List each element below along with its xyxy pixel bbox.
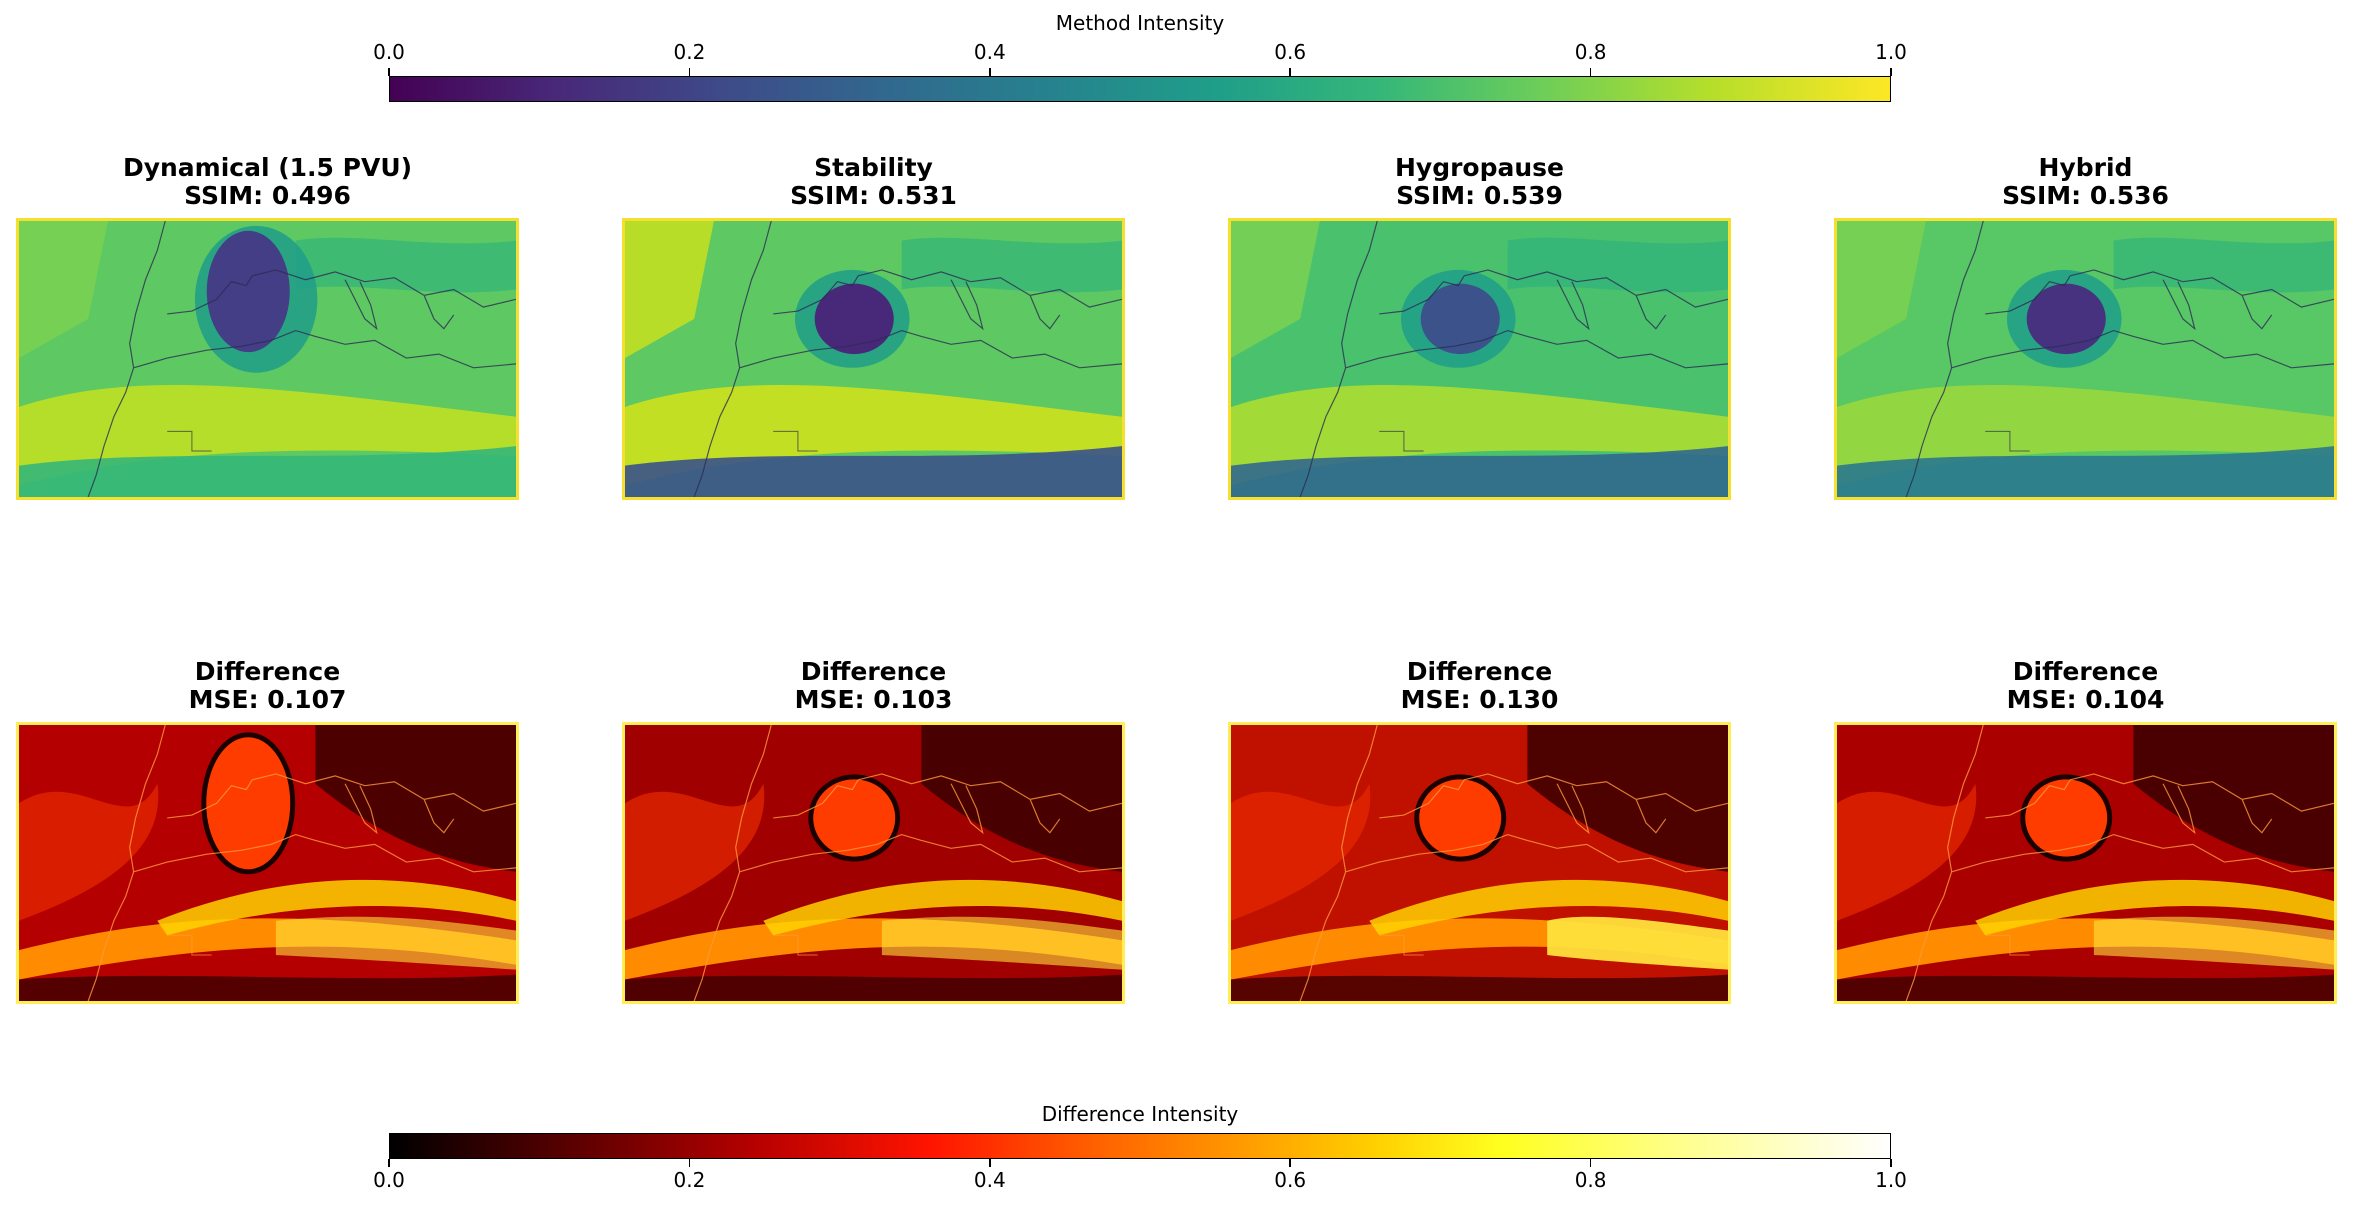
difference-colorbar-tick-mark [989, 1159, 991, 1167]
method-colorbar-tick-label: 1.0 [1875, 40, 1907, 64]
method-heatmap [622, 218, 1125, 500]
difference-colorbar-tick-label: 0.8 [1574, 1168, 1607, 1192]
border-line [167, 934, 212, 956]
method-heatmap [1834, 218, 2337, 500]
method-colorbar-tick-mark [989, 68, 991, 76]
difference-heatmap [16, 722, 519, 1004]
panel-title: Difference [1406, 657, 1553, 686]
coastline [1299, 725, 1728, 1001]
panel-metric: MSE: 0.130 [1400, 685, 1559, 714]
difference-colorbar-tick-mark [1589, 1159, 1592, 1167]
method-colorbar-tick-label: 0.4 [973, 40, 1006, 64]
panel-metric: SSIM: 0.539 [1396, 181, 1563, 210]
method-colorbar-tick-label: 0.0 [373, 40, 405, 64]
panel-title: Difference [2012, 657, 2159, 686]
difference-colorbar-tick-label: 1.0 [1875, 1168, 1907, 1192]
method-colorbar-tick-mark [688, 68, 691, 76]
coastline [1905, 221, 2334, 497]
coastline [1905, 725, 2334, 1001]
method-colorbar-tick-mark [1589, 68, 1592, 76]
difference-colorbar-tick-label: 0.4 [973, 1168, 1006, 1192]
difference-colorbar-tick-mark [1890, 1159, 1892, 1167]
coastline [87, 221, 516, 497]
method-colorbar-label: Method Intensity [1055, 11, 1225, 35]
panel-metric: MSE: 0.107 [188, 685, 347, 714]
method-colorbar-tick-mark [1890, 68, 1892, 76]
difference-colorbar-tick-mark [388, 1159, 390, 1167]
panel-metric: SSIM: 0.536 [2002, 181, 2169, 210]
difference-heatmap [1228, 722, 1731, 1004]
border-line [1379, 934, 1424, 956]
difference-colorbar-tick-mark [688, 1159, 691, 1167]
panel-metric: SSIM: 0.496 [184, 181, 351, 210]
border-line [773, 430, 818, 452]
panel-title: Hygropause [1394, 153, 1565, 182]
difference-colorbar-tick-label: 0.0 [373, 1168, 405, 1192]
border-line [773, 934, 818, 956]
difference-colorbar-tick-mark [1289, 1159, 1291, 1167]
method-colorbar-tick-label: 0.8 [1574, 40, 1607, 64]
method-colorbar [389, 76, 1891, 102]
panel-title: Difference [194, 657, 341, 686]
difference-heatmap [1834, 722, 2337, 1004]
method-colorbar-tick-label: 0.2 [673, 40, 706, 64]
method-heatmap [16, 218, 519, 500]
coastline [693, 221, 1122, 497]
panel-metric: MSE: 0.104 [2006, 685, 2165, 714]
panel-title: Hybrid [2038, 153, 2133, 182]
panel-title: Dynamical (1.5 PVU) [122, 153, 413, 182]
border-line [1985, 430, 2030, 452]
panel-title: Difference [800, 657, 947, 686]
border-line [1985, 934, 2030, 956]
coastline [693, 725, 1122, 1001]
method-colorbar-tick-mark [1289, 68, 1291, 76]
difference-colorbar-tick-label: 0.2 [673, 1168, 706, 1192]
panel-metric: MSE: 0.103 [794, 685, 953, 714]
method-colorbar-tick-label: 0.6 [1274, 40, 1307, 64]
coastline [1299, 221, 1728, 497]
border-line [1379, 430, 1424, 452]
panel-metric: SSIM: 0.531 [790, 181, 957, 210]
border-line [167, 430, 212, 452]
difference-colorbar-label: Difference Intensity [1041, 1102, 1239, 1126]
coastline [87, 725, 516, 1001]
difference-colorbar [389, 1133, 1891, 1159]
panel-title: Stability [814, 153, 933, 182]
method-colorbar-tick-mark [388, 68, 390, 76]
difference-heatmap [622, 722, 1125, 1004]
method-heatmap [1228, 218, 1731, 500]
difference-colorbar-tick-label: 0.6 [1274, 1168, 1307, 1192]
